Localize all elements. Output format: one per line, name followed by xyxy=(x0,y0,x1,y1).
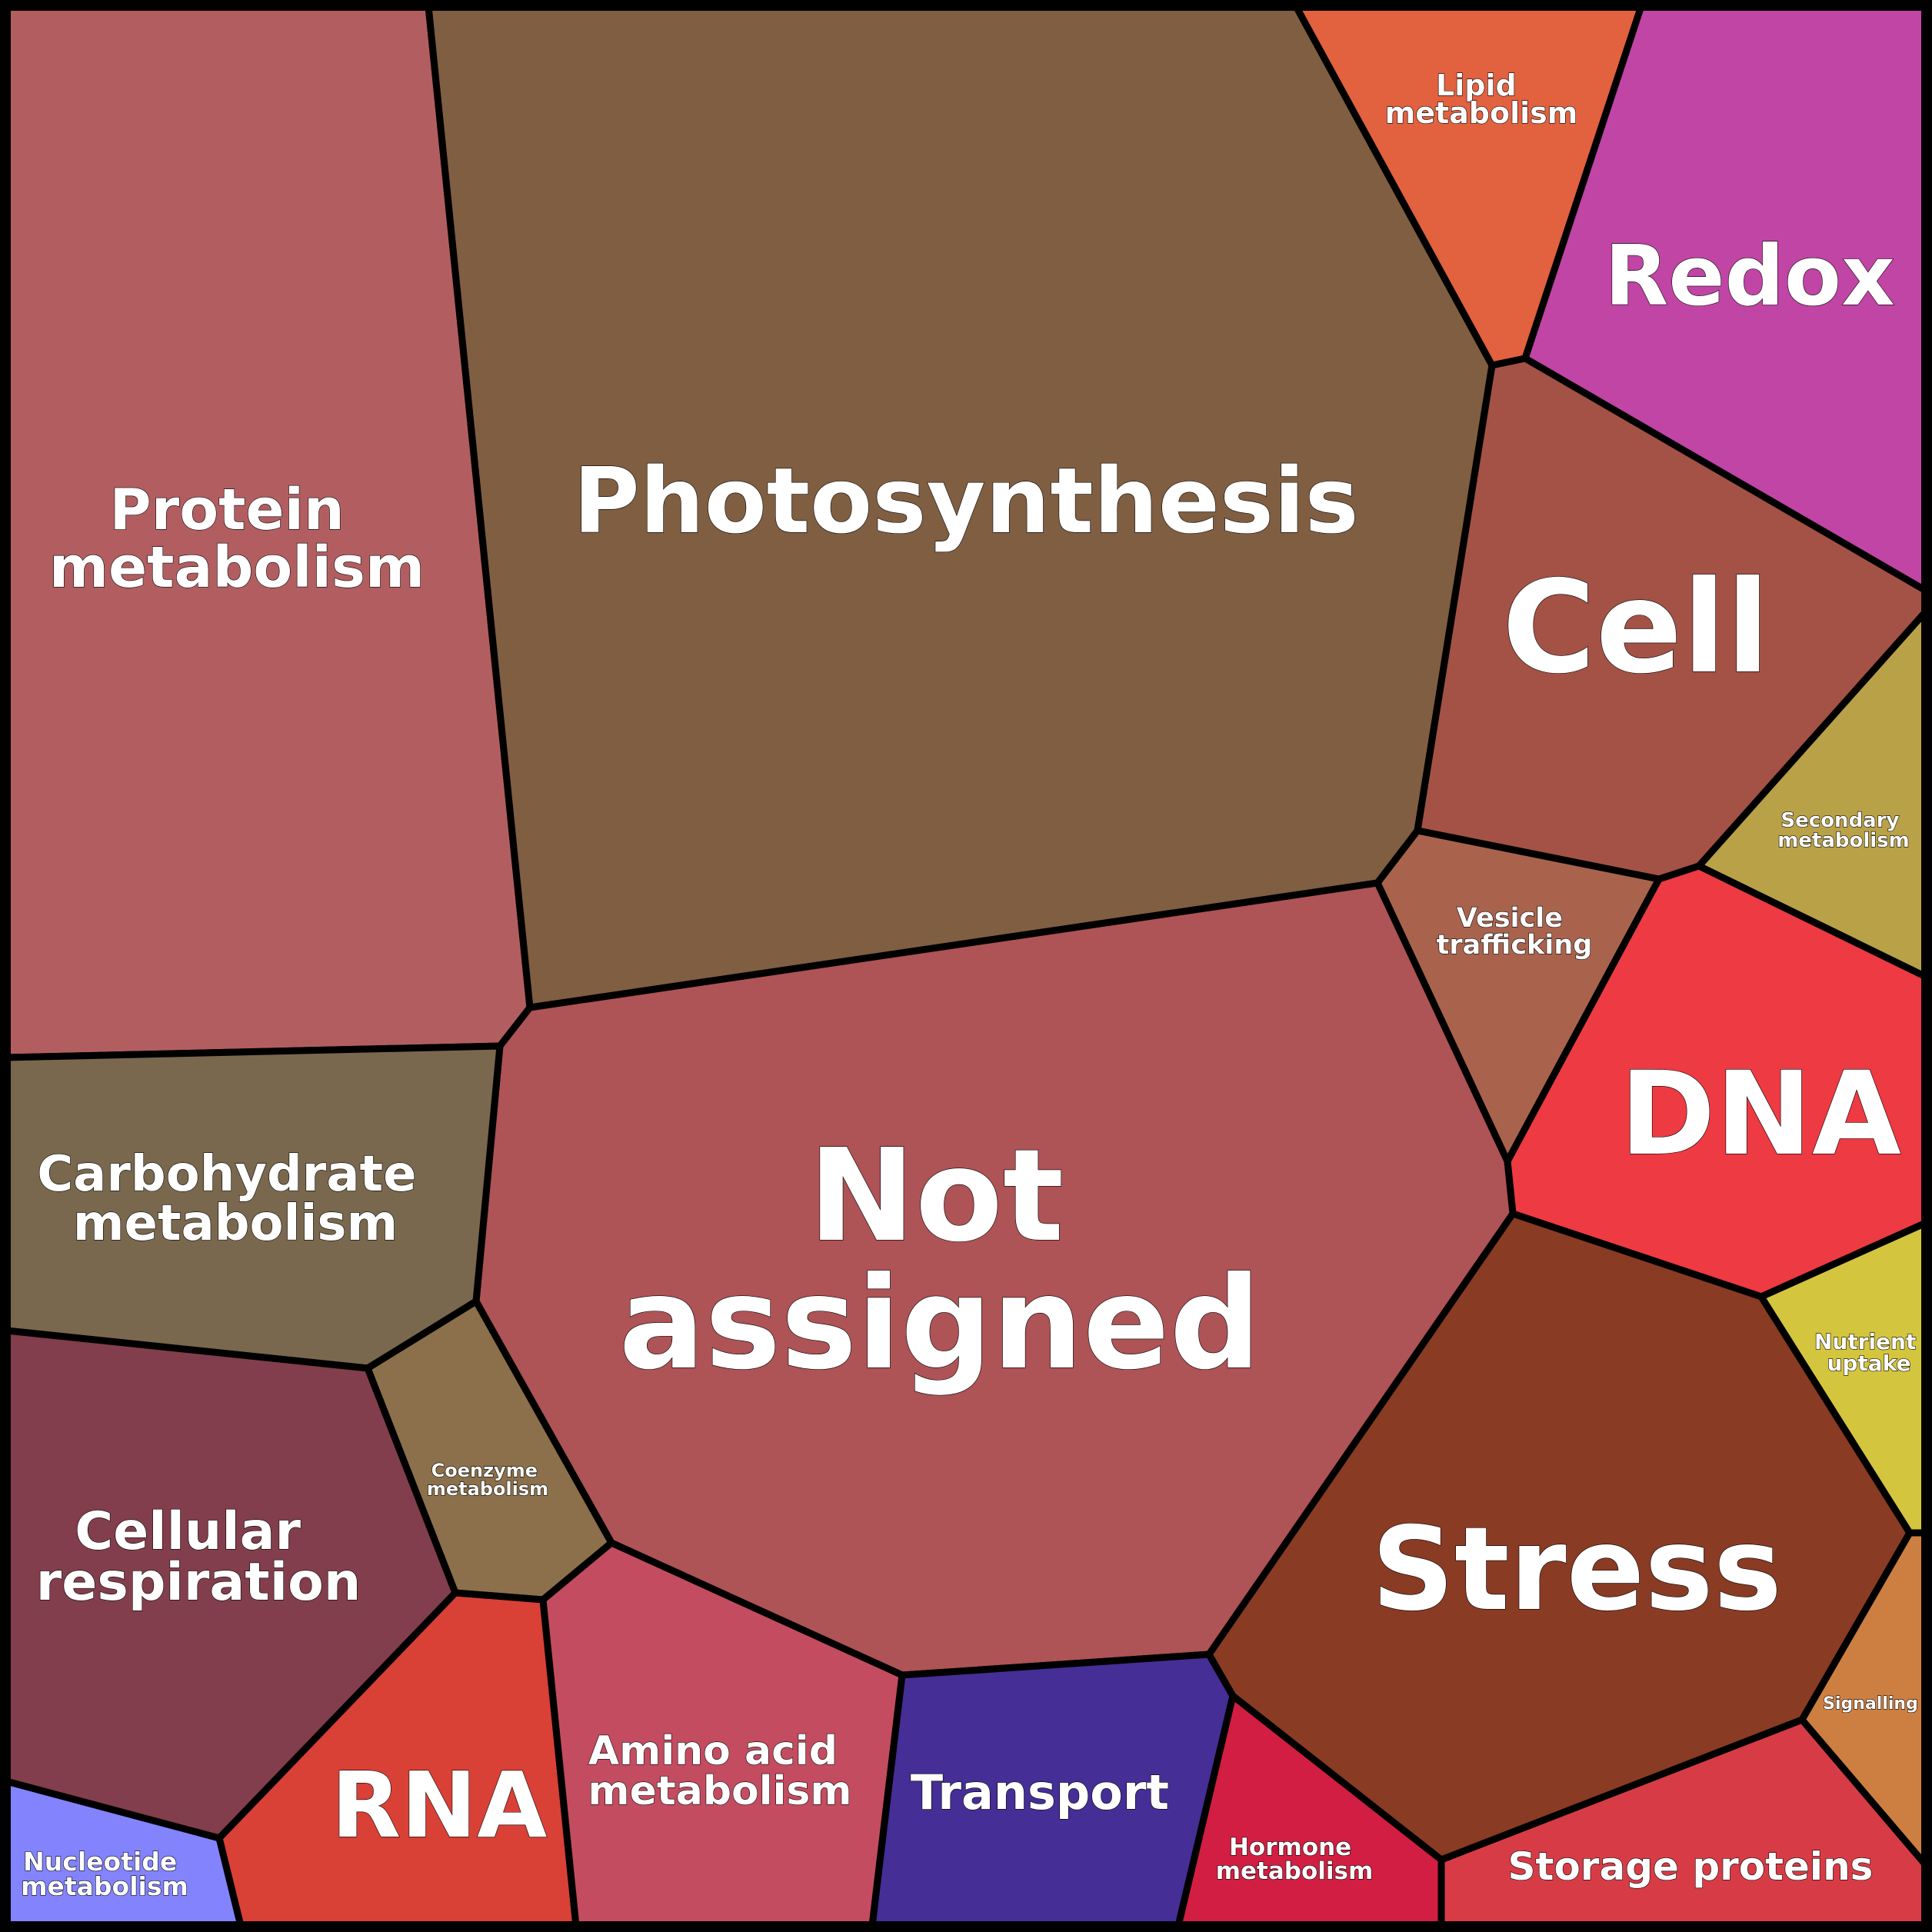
protein-metabolism-label: Protein metabolism xyxy=(49,477,425,601)
cell-stress: Stress xyxy=(1205,1210,1914,1864)
secondary-metabolism-label: Secondary metabolism xyxy=(1777,809,1910,852)
cell-redox: Redox xyxy=(1521,2,1930,595)
cell-cellular-respiration: Cellular respiration xyxy=(2,1327,459,1842)
stress-label: Stress xyxy=(1371,1503,1782,1637)
nucleotide-metabolism-label: Nucleotide metabolism xyxy=(21,1847,188,1901)
lipid-metabolism-label: Lipid metabolism xyxy=(1385,68,1578,130)
carbohydrate-metabolism-label: Carbohydrate metabolism xyxy=(37,1146,434,1252)
nutrient-uptake-label: Nutrient uptake xyxy=(1814,1329,1924,1376)
redox-label: Redox xyxy=(1604,228,1895,325)
cell-transport: Transport xyxy=(868,1651,1237,1930)
coenzyme-metabolism-label: Coenzyme metabolism xyxy=(427,1460,548,1500)
vesicle-trafficking-label: Vesicle trafficking xyxy=(1437,903,1593,961)
storage-proteins-label: Storage proteins xyxy=(1508,1844,1874,1889)
cell-label: Cell xyxy=(1502,554,1770,702)
transport-label: Transport xyxy=(911,1764,1169,1820)
not-assigned-label: Not assigned xyxy=(619,1122,1261,1398)
photosynthesis-label: Photosynthesis xyxy=(573,448,1359,554)
amino-acid-metabolism-label: Amino acid metabolism xyxy=(588,1728,851,1814)
cell-protein-metabolism: Protein metabolism xyxy=(2,2,534,1061)
cell-lipid-metabolism: Lipid metabolism xyxy=(1292,2,1645,369)
cell-photosynthesis: Photosynthesis xyxy=(425,2,1496,1011)
cell-hormone-metabolism: Hormone metabolism xyxy=(1174,1692,1445,1930)
cellular-respiration-label: Cellular respiration xyxy=(36,1501,361,1613)
rna-label: RNA xyxy=(331,1752,548,1858)
signalling-label: Signalling xyxy=(1823,1694,1918,1714)
dna-label: DNA xyxy=(1620,1048,1901,1181)
cell-dna: DNA xyxy=(1504,862,1930,1301)
hormone-metabolism-label: Hormone metabolism xyxy=(1216,1834,1374,1885)
cell-carbohydrate-metabolism: Carbohydrate metabolism xyxy=(2,1042,504,1372)
cell-amino-acid-metabolism: Amino acid metabolism xyxy=(539,1539,906,1930)
